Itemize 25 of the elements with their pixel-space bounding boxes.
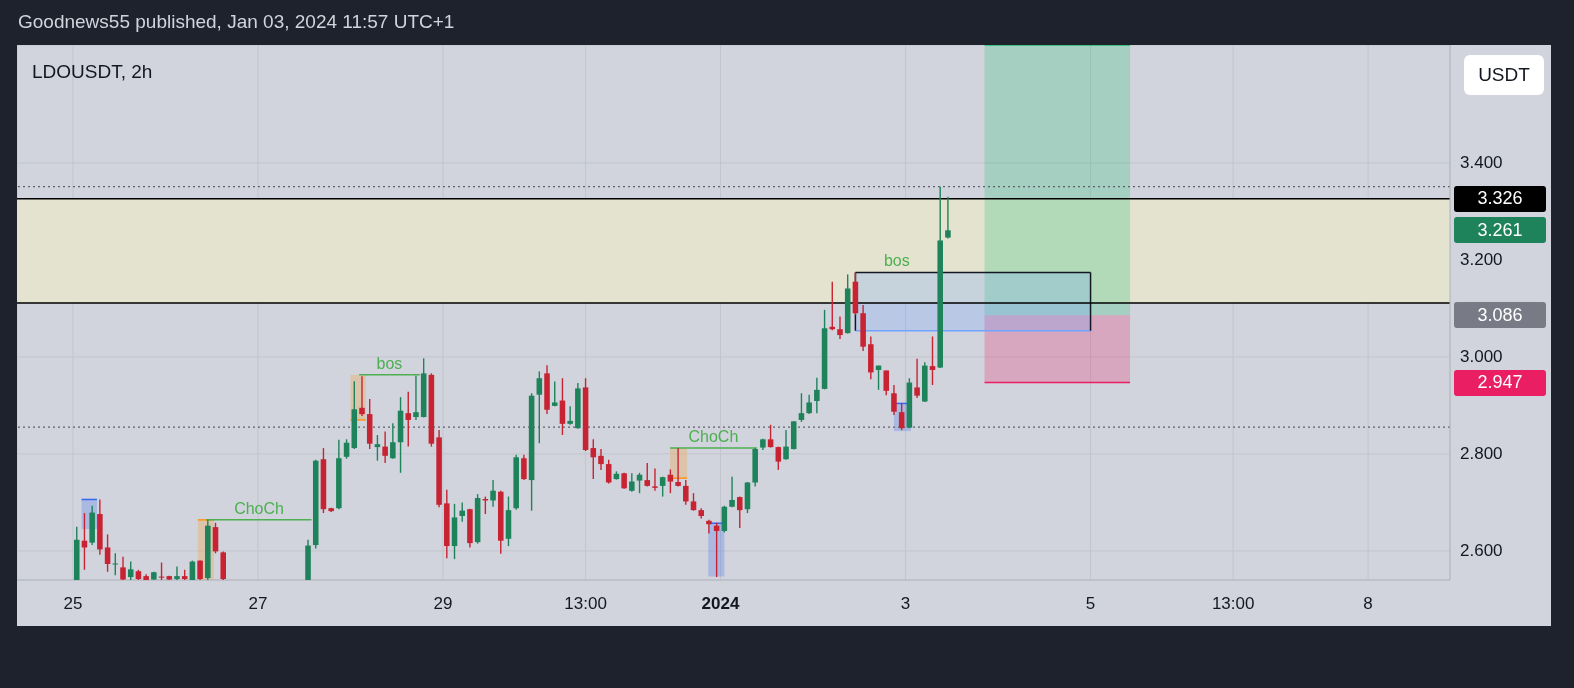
x-tick-label: 5 bbox=[1085, 593, 1096, 613]
series-label: bos bbox=[376, 354, 403, 373]
y2-tick-label: 3.086 bbox=[1454, 302, 1546, 329]
x-tick-label: 8 bbox=[1363, 593, 1373, 613]
y-tick-label: 2.800 bbox=[1460, 444, 1503, 464]
annotation: bos bbox=[883, 252, 910, 271]
y-tick-label: 3.200 bbox=[1460, 250, 1503, 270]
ref-line-label: 3.326 bbox=[1454, 185, 1546, 212]
y-tick-label: 3.000 bbox=[1460, 347, 1503, 367]
y-tick-label: 2.600 bbox=[1460, 541, 1503, 561]
x-tick-label: 13:00 bbox=[564, 593, 607, 613]
y-tick-label: 3.400 bbox=[1460, 153, 1503, 173]
x-tick-label: 3 bbox=[900, 593, 911, 613]
series-label: ChoCh bbox=[688, 428, 739, 447]
text: LDOUSDT, 2h bbox=[32, 61, 153, 83]
x-tick-label: 27 bbox=[248, 593, 268, 613]
y2-tick-label: 3.261 bbox=[1454, 217, 1546, 244]
y2-axis-title: USDT bbox=[1464, 55, 1544, 95]
x-tick-label: 25 bbox=[63, 593, 83, 613]
x-tick-label: 2024 bbox=[701, 593, 740, 613]
x-tick-label: 29 bbox=[433, 593, 453, 613]
series-label: ChoCh bbox=[234, 499, 284, 518]
text: Goodnews55 published, Jan 03, 2024 11:57 UTC+1 bbox=[18, 11, 455, 33]
y2-tick-label: 2.947 bbox=[1454, 369, 1546, 396]
x-tick-label: 13:00 bbox=[1211, 593, 1255, 613]
